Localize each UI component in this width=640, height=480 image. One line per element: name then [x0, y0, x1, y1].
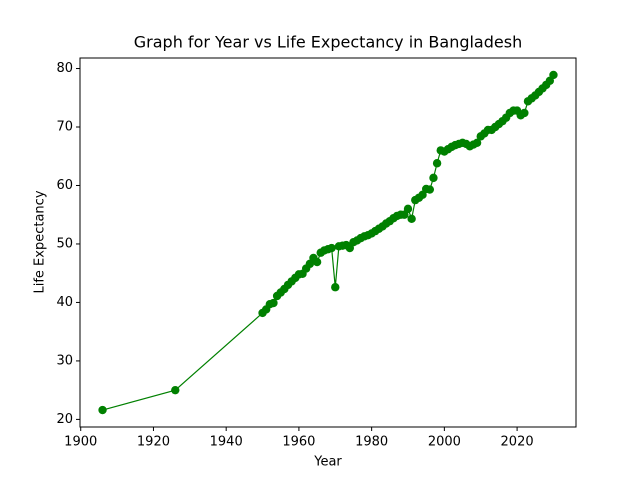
y-tick-label: 20 [56, 412, 73, 427]
x-tick-label: 1960 [282, 435, 315, 450]
y-tick-label: 40 [56, 295, 73, 310]
plot-frame [79, 57, 577, 428]
x-tick-label: 1940 [210, 435, 243, 450]
x-axis-label: Year [313, 455, 342, 470]
data-point [269, 298, 278, 308]
data-point [425, 185, 435, 194]
data-point [407, 214, 416, 224]
data-point [312, 257, 322, 267]
data-point [331, 283, 340, 292]
y-tick-label: 60 [56, 178, 73, 193]
data-point [98, 405, 107, 415]
data-point [171, 385, 180, 395]
y-tick-label: 30 [56, 353, 73, 368]
data-point [327, 243, 336, 253]
y-tick-label: 70 [56, 120, 73, 135]
x-tick-label: 1980 [355, 435, 388, 450]
x-tick-label: 2000 [428, 435, 461, 450]
data-point [432, 159, 442, 168]
chart-title: Graph for Year vs Life Expectancy in Ban… [134, 33, 522, 52]
data-point [520, 108, 529, 118]
x-tick-label: 1900 [64, 435, 97, 450]
x-tick-label: 2020 [501, 435, 534, 450]
data-point [403, 204, 413, 214]
y-tick-label: 50 [56, 236, 73, 251]
data-point [549, 70, 558, 80]
data-point [472, 138, 482, 147]
series-line [102, 74, 554, 411]
y-tick-label: 80 [56, 61, 73, 76]
data-point [429, 173, 438, 183]
y-axis-label: Life Expectancy [33, 190, 48, 293]
x-tick-label: 1920 [137, 435, 170, 450]
